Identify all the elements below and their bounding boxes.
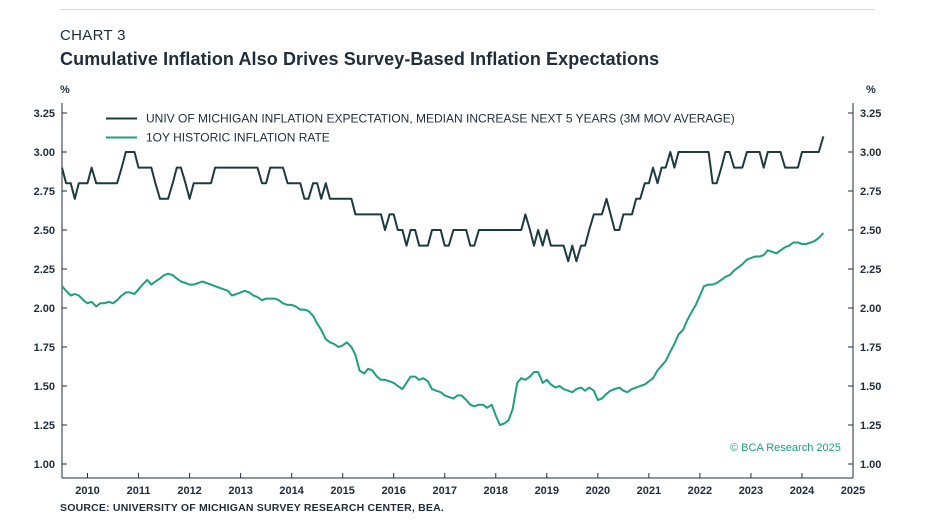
series-line-historic — [61, 232, 825, 426]
top-divider — [60, 9, 875, 10]
x-tick-label: 2012 — [177, 485, 201, 497]
y-tick-label-right: 2.25 — [860, 264, 881, 276]
x-tick-label: 2015 — [330, 485, 354, 497]
x-tick-label: 2020 — [586, 485, 610, 497]
y-tick-label-right: 2.50 — [860, 225, 881, 237]
x-tick-label: 2017 — [432, 485, 456, 497]
chart-axes: 1.00 1.00 1.25 1.25 1.50 1.50 1.75 1.75 2.00 2.00… — [34, 103, 881, 497]
left-axis-unit: % — [60, 84, 70, 96]
right-axis-unit: % — [866, 84, 876, 96]
y-tick-label-right: 2.75 — [860, 186, 881, 198]
x-tick-label: 2010 — [75, 485, 99, 497]
y-tick-label-right: 2.00 — [860, 303, 881, 315]
y-tick-label-right: 3.00 — [860, 147, 881, 159]
x-tick-label: 2021 — [637, 485, 661, 497]
x-tick-label: 2023 — [739, 485, 763, 497]
chart-legend: UNIV OF MICHIGAN INFLATION EXPECTATION, … — [106, 112, 735, 145]
y-tick-label-left: 3.25 — [34, 108, 55, 120]
y-tick-label-right: 1.75 — [860, 342, 881, 354]
x-tick-label: 2014 — [279, 485, 304, 497]
legend-label-michigan: UNIV OF MICHIGAN INFLATION EXPECTATION, … — [146, 112, 735, 126]
y-tick-label-left: 2.50 — [34, 225, 55, 237]
legend-label-historic: 1OY HISTORIC INFLATION RATE — [146, 131, 330, 145]
y-tick-label-left: 1.00 — [34, 459, 55, 471]
y-tick-label-right: 1.00 — [860, 459, 881, 471]
series-line-michigan — [61, 136, 825, 263]
source-note: SOURCE: UNIVERSITY OF MICHIGAN SURVEY RE… — [60, 502, 445, 514]
y-tick-label-left: 3.00 — [34, 147, 55, 159]
y-tick-label-right: 3.25 — [860, 108, 881, 120]
y-tick-label-left: 1.50 — [34, 381, 55, 393]
chart-series — [61, 136, 825, 426]
y-tick-label-left: 2.25 — [34, 264, 55, 276]
y-tick-label-left: 1.75 — [34, 342, 55, 354]
x-tick-label: 2025 — [841, 485, 865, 497]
chart-title: Cumulative Inflation Also Drives Survey-… — [60, 49, 660, 69]
x-tick-label: 2013 — [228, 485, 252, 497]
y-tick-label-right: 1.50 — [860, 381, 881, 393]
copyright-notice: © BCA Research 2025 — [730, 442, 841, 454]
x-tick-label: 2016 — [381, 485, 405, 497]
x-tick-label: 2011 — [127, 485, 151, 497]
y-tick-label-left: 2.00 — [34, 303, 55, 315]
x-tick-label: 2022 — [688, 485, 712, 497]
x-tick-label: 2019 — [535, 485, 559, 497]
x-tick-label: 2024 — [790, 485, 815, 497]
y-tick-label-left: 2.75 — [34, 186, 55, 198]
chart-number-label: CHART 3 — [60, 27, 126, 44]
y-tick-label-right: 1.25 — [860, 420, 881, 432]
y-tick-label-left: 1.25 — [34, 420, 55, 432]
x-tick-label: 2018 — [484, 485, 508, 497]
